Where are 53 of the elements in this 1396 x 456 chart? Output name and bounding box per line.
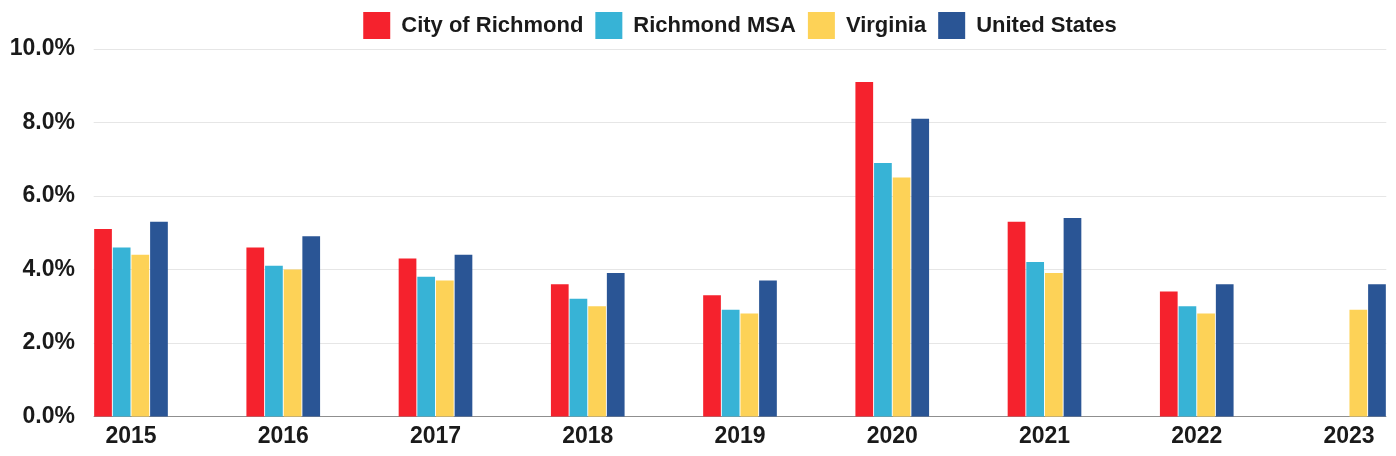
bar — [874, 162, 892, 417]
bar — [892, 177, 911, 417]
bar — [1178, 306, 1197, 417]
x-tick-label: 2021 — [1018, 421, 1071, 448]
x-tick-label: 2017 — [409, 421, 462, 448]
bar — [1368, 284, 1386, 417]
bar — [721, 309, 740, 417]
y-tick-label: 2.0% — [22, 328, 75, 355]
bar — [435, 280, 454, 417]
legend-label: City of Richmond — [401, 11, 584, 37]
bar — [417, 276, 436, 417]
x-tick-label: 2022 — [1171, 421, 1223, 448]
bar — [855, 82, 874, 417]
x-tick-label: 2020 — [866, 421, 918, 448]
bar — [1349, 309, 1368, 417]
x-tick-label: 2019 — [714, 421, 766, 448]
y-tick-label: 0.0% — [22, 401, 75, 428]
bar — [1063, 218, 1082, 417]
bar — [740, 313, 759, 417]
bar — [1026, 262, 1045, 417]
bar — [302, 236, 321, 417]
bar — [759, 280, 777, 417]
x-tick-label: 2023 — [1323, 421, 1375, 448]
bar — [1215, 284, 1234, 417]
bar — [588, 306, 606, 417]
bar — [246, 247, 265, 417]
x-tick-label: 2018 — [562, 421, 614, 448]
bar — [94, 229, 112, 417]
bar — [703, 295, 721, 417]
y-tick-label: 6.0% — [22, 181, 75, 208]
bar — [112, 247, 131, 417]
bar — [550, 284, 569, 417]
bar — [1159, 291, 1178, 417]
x-tick-label: 2016 — [257, 421, 309, 448]
bar — [283, 269, 302, 417]
legend-label: Virginia — [845, 11, 927, 37]
y-tick-label: 4.0% — [22, 254, 75, 281]
bar — [606, 273, 625, 417]
bar — [569, 298, 588, 417]
bar — [1007, 221, 1026, 417]
y-tick-label: 8.0% — [22, 107, 75, 134]
x-tick-label: 2015 — [105, 421, 157, 448]
legend-label: United States — [976, 11, 1117, 37]
bar — [1197, 313, 1215, 417]
bar — [454, 254, 473, 417]
bar — [398, 258, 417, 417]
legend-label: Richmond MSA — [633, 11, 796, 37]
bar — [265, 265, 283, 417]
bar — [911, 118, 930, 417]
bar — [131, 254, 150, 417]
bar — [1044, 273, 1063, 417]
y-tick-label: 10.0% — [9, 34, 75, 61]
bar — [150, 221, 168, 417]
